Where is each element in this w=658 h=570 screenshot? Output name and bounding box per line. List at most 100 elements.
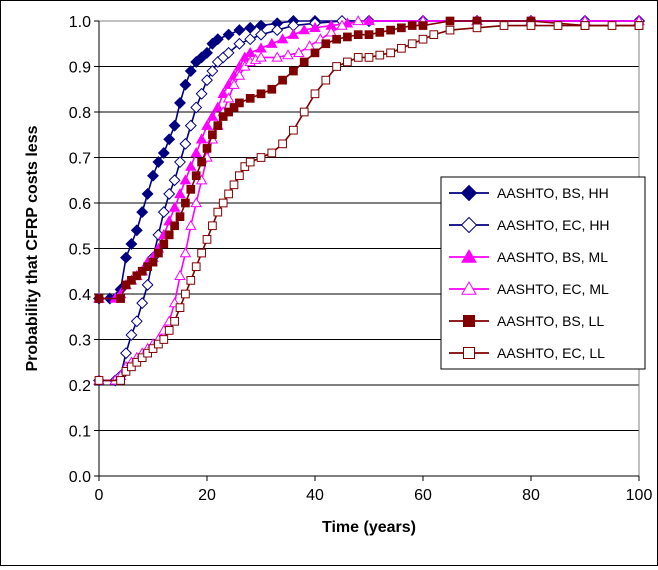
- data-point: [634, 21, 644, 30]
- data-point: [256, 89, 266, 99]
- data-point: [222, 92, 235, 103]
- data-point: [206, 65, 219, 78]
- data-point: [298, 24, 310, 35]
- data-point: [310, 89, 320, 99]
- data-point: [195, 133, 208, 144]
- data-point: [418, 34, 428, 44]
- data-point: [213, 207, 223, 217]
- data-point: [174, 96, 186, 109]
- data-point: [256, 153, 266, 162]
- data-point: [228, 78, 240, 89]
- data-point: [170, 221, 179, 231]
- data-point: [293, 46, 305, 58]
- data-point: [208, 221, 217, 231]
- y-tick-label: 0.2: [69, 378, 91, 395]
- legend-label: AASHTO, BS, HH: [497, 185, 609, 201]
- data-point: [526, 21, 536, 30]
- data-point: [141, 278, 154, 291]
- y-tick-label: 0.6: [69, 196, 91, 213]
- data-point: [195, 87, 208, 100]
- legend-label: AASHTO, EC, HH: [497, 217, 610, 233]
- data-point: [222, 28, 235, 41]
- data-point: [174, 156, 186, 169]
- data-point: [190, 101, 203, 114]
- data-point: [299, 57, 309, 67]
- data-point: [127, 362, 136, 372]
- data-point: [287, 28, 300, 39]
- data-point: [184, 119, 197, 132]
- data-point: [233, 24, 246, 37]
- data-point: [159, 335, 169, 344]
- data-point: [121, 367, 131, 376]
- data-point: [137, 266, 147, 276]
- data-point: [553, 21, 563, 30]
- data-point: [375, 50, 385, 60]
- data-point: [332, 34, 341, 44]
- legend-item: AASHTO, EC, HH: [449, 216, 610, 234]
- data-point: [116, 376, 125, 385]
- series-group: [93, 15, 645, 387]
- data-point: [321, 39, 331, 49]
- data-point: [244, 46, 256, 58]
- data-point: [163, 133, 176, 146]
- data-point: [213, 121, 223, 131]
- data-point: [445, 16, 455, 26]
- data-point: [174, 187, 186, 199]
- legend-label: AASHTO, EC, ML: [497, 281, 609, 297]
- data-point: [278, 139, 287, 149]
- data-point: [229, 103, 239, 112]
- data-point: [132, 271, 142, 281]
- data-point: [148, 344, 158, 353]
- data-point: [235, 98, 244, 108]
- data-point: [407, 21, 417, 30]
- legend-marker: [463, 315, 475, 327]
- legend-marker: [460, 184, 478, 202]
- data-point: [255, 51, 267, 62]
- data-point: [353, 30, 363, 39]
- x-tick-label: 80: [522, 487, 540, 504]
- data-point: [164, 326, 174, 335]
- data-point: [201, 46, 213, 59]
- legend: AASHTO, BS, HH AASHTO, EC, HH AASHTO, BS, …: [440, 176, 646, 370]
- data-point: [429, 30, 439, 39]
- data-point: [445, 25, 455, 35]
- data-point: [267, 148, 277, 158]
- data-point: [190, 147, 202, 158]
- data-point: [201, 119, 213, 130]
- data-point: [121, 280, 131, 290]
- legend-marker: [463, 347, 475, 359]
- data-point: [386, 48, 395, 58]
- data-point: [191, 262, 201, 272]
- x-axis-title: Time (years): [322, 519, 416, 536]
- data-point: [222, 46, 235, 59]
- legend-item: AASHTO, EC, ML: [449, 280, 609, 297]
- data-point: [127, 276, 136, 285]
- data-point: [352, 15, 364, 26]
- data-point: [136, 206, 149, 219]
- data-point: [125, 237, 138, 250]
- data-point: [147, 169, 159, 182]
- x-tick-label: 20: [198, 487, 216, 504]
- legend-item: AASHTO, BS, HH: [449, 184, 609, 202]
- data-point: [164, 230, 174, 240]
- data-point: [185, 160, 197, 171]
- data-point: [206, 110, 219, 121]
- data-point: [364, 53, 374, 62]
- data-point: [186, 185, 196, 194]
- y-tick-label: 0.1: [69, 424, 91, 441]
- data-point: [244, 33, 257, 46]
- data-point: [94, 294, 104, 303]
- data-point: [154, 339, 163, 349]
- data-point: [375, 28, 385, 37]
- legend-item: AASHTO, EC, LL: [449, 345, 605, 361]
- x-tick-label: 40: [306, 487, 324, 504]
- data-point: [607, 21, 617, 30]
- data-point: [202, 144, 212, 153]
- data-point: [174, 269, 186, 280]
- data-point: [218, 198, 228, 208]
- y-tick-label: 0.8: [69, 105, 91, 122]
- data-point: [235, 171, 244, 181]
- data-point: [218, 112, 228, 121]
- data-point: [159, 239, 169, 249]
- data-point: [245, 157, 255, 167]
